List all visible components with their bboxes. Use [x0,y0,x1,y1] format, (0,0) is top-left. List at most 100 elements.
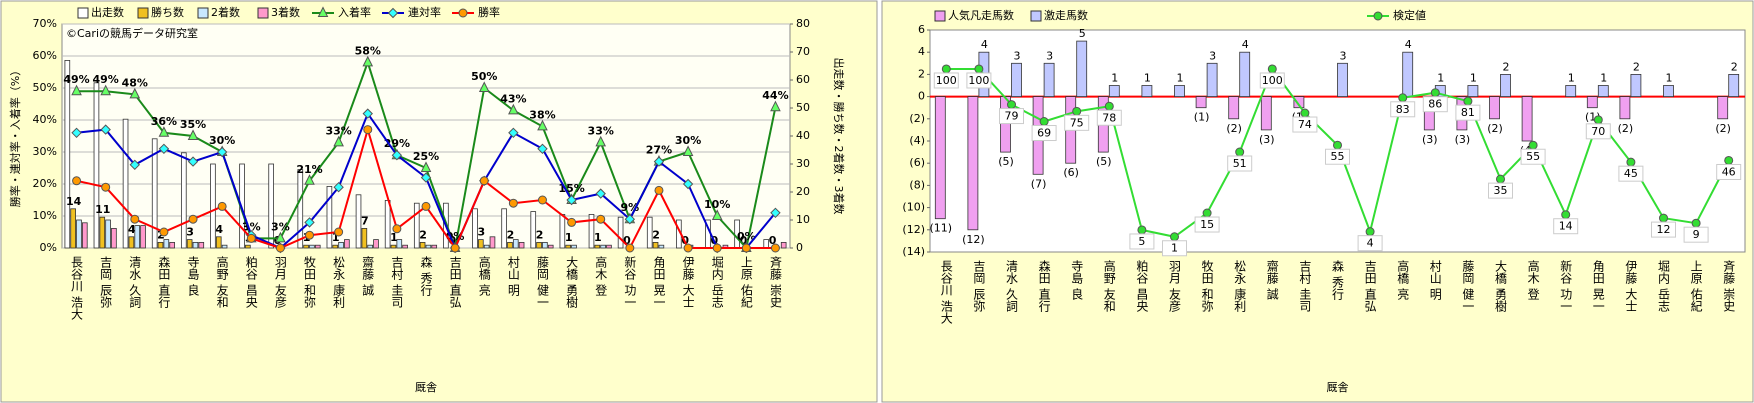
label-box [1292,116,1318,133]
data-label: 12 [1657,223,1671,236]
point [682,145,694,156]
bar [1293,96,1305,109]
data-label: 5 [1138,235,1145,248]
x-tick-label: 大橋 勇樹 [565,256,579,308]
point [654,185,664,195]
bar [646,216,653,249]
y2-tick-label: 10 [796,213,810,226]
point [362,55,374,67]
point [188,214,198,224]
label-box [1259,72,1285,89]
point [129,87,141,99]
point [712,243,722,253]
point [537,195,547,205]
point [479,176,489,186]
point [537,119,548,131]
point [1333,140,1342,150]
bar [99,216,106,249]
x-tick-label: 粕谷 昌央 [244,255,258,308]
point [653,156,665,167]
point [1724,155,1734,165]
data-label: 51 [1233,157,1247,170]
x-tick-label: 新谷 功一 [1559,259,1573,312]
bar [215,236,222,249]
point [537,143,548,155]
label-box [1162,240,1187,257]
data-label: 44% [762,89,788,102]
x-tick-label: 吉田 直弘 [1363,260,1377,312]
data-label: 81 [1461,106,1475,119]
label-box [966,72,992,89]
point [421,201,431,211]
data-label: (5) [1096,155,1112,168]
x-tick-label: 高野 友和 [215,255,229,308]
data-label: 69 [1037,127,1051,140]
data-label: 45 [1624,167,1638,180]
bar [489,236,496,249]
x-tick-label: 寺島 良 [1070,260,1084,301]
x-tick-label: 羽月 友彦 [1168,260,1182,312]
bar [565,244,572,249]
data-label: 10% [704,198,730,211]
point [158,126,170,137]
x-tick-label: 吉村 圭司 [390,256,404,308]
data-label: 4 [1367,237,1374,250]
point [217,201,227,211]
bar [140,225,146,249]
point [770,243,780,253]
point [71,84,82,96]
legend-marker [317,6,329,17]
legend-label: 激走馬数 [1044,8,1088,22]
data-label: (11) [930,222,953,235]
label-box [1227,155,1253,172]
data-label: 3 [1340,49,1347,62]
bar [425,244,432,249]
data-label: 2 [507,228,515,241]
bar [1228,96,1240,120]
y-tick-label: (2) [909,112,925,125]
data-label: (3) [1422,133,1438,146]
bar [180,152,187,249]
bar [64,60,71,249]
data-label: 79 [1005,110,1019,123]
label-box [1357,235,1383,252]
label-box [1064,114,1090,131]
data-label: 100 [1262,74,1283,87]
legend-marker [1373,11,1383,21]
legend-marker [458,8,468,18]
point [1659,213,1668,223]
bar [396,239,403,249]
data-label: (2) [1618,122,1634,135]
x-tick-label: 吉岡 辰弥 [972,260,986,312]
bar [355,194,362,249]
label-box [1194,216,1220,233]
data-label: (1) [1194,111,1210,124]
y-tick-label: (8) [909,178,925,191]
x-tick-label: 堀内 岳志 [1657,259,1671,312]
data-label: (3) [1455,133,1471,146]
y-tick-label: 70% [33,17,57,30]
label-box [1455,104,1481,121]
point [595,188,606,199]
y2-tick-label: 70 [796,45,810,58]
data-label: 35% [180,118,206,131]
y-tick-label: 0% [40,241,57,254]
point [275,231,286,243]
point [392,224,402,234]
point [450,243,460,253]
bar [122,118,129,249]
y-tick-label: 20% [33,177,57,190]
data-label: 33% [325,124,351,137]
point [770,207,781,219]
point [333,135,344,147]
x-tick-label: 松永 康利 [1233,260,1247,312]
data-label: (2) [1487,122,1503,135]
bar [314,244,321,249]
point [1202,208,1212,218]
data-label: 86 [1428,98,1442,111]
data-label: (2) [1226,122,1242,135]
data-label: 1 [1470,72,1477,85]
data-label: 74 [1298,118,1312,131]
point [711,209,723,220]
label-box [1390,101,1416,118]
